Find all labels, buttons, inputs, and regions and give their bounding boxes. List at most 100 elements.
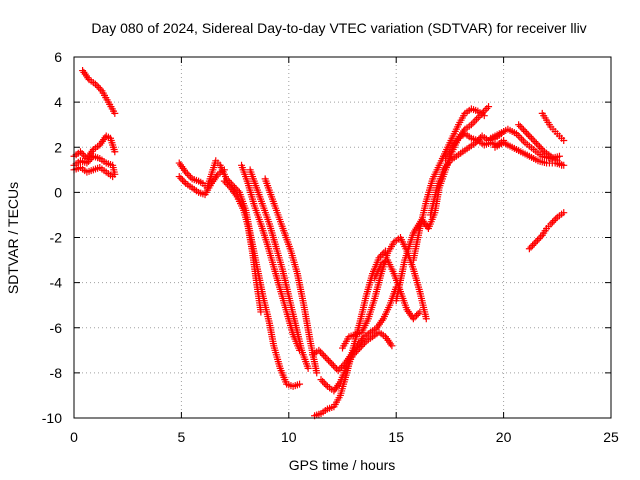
data-point — [91, 80, 99, 88]
y-tick-label: 0 — [54, 184, 62, 200]
data-point — [220, 177, 228, 185]
data-point-fill — [331, 363, 339, 371]
data-point — [109, 173, 117, 181]
data-point — [416, 308, 424, 316]
data-point — [315, 346, 323, 354]
data-point-fill — [529, 136, 537, 144]
data-point — [422, 315, 430, 323]
x-tick-label: 15 — [388, 429, 404, 445]
data-point — [328, 360, 336, 368]
axis-ticks: 0 5 10 15 20 25 -10 -8 -6 -4 -2 0 2 4 6 — [42, 49, 619, 445]
data-point-fill — [378, 250, 386, 258]
data-point-fill — [337, 363, 345, 371]
data-point-fill — [93, 82, 101, 90]
data-point-fill — [96, 85, 104, 93]
data-point-fill — [411, 313, 419, 321]
x-tick-label: 10 — [281, 429, 297, 445]
data-point — [528, 134, 536, 142]
data-point — [558, 161, 566, 169]
data-point-fill — [537, 233, 545, 241]
data-point-fill — [336, 365, 344, 373]
data-point-fill — [524, 131, 532, 139]
data-point-fill — [414, 310, 422, 318]
data-point-fill — [183, 170, 191, 178]
data-point-fill — [224, 180, 232, 188]
data-point-fill — [95, 83, 103, 91]
data-point-fill — [469, 119, 477, 127]
data-point-fill — [548, 218, 556, 226]
data-point-fill — [550, 217, 558, 225]
data-point-fill — [474, 113, 482, 121]
data-point-fill — [377, 252, 385, 260]
data-point-fill — [536, 143, 544, 151]
data-point-fill — [326, 358, 334, 366]
data-point — [257, 308, 265, 316]
data-point-fill — [471, 117, 479, 125]
data-point-fill — [352, 347, 360, 355]
data-point-fill — [516, 122, 524, 130]
data-point — [175, 173, 183, 181]
data-point-fill — [518, 135, 526, 143]
data-point-fill — [523, 129, 531, 137]
data-point-fill — [529, 241, 537, 249]
data-point — [317, 376, 325, 384]
y-tick-label: 4 — [54, 94, 62, 110]
data-point-fill — [222, 179, 230, 187]
y-tick-label: 6 — [54, 49, 62, 65]
data-point — [532, 238, 540, 246]
data-point — [313, 369, 321, 377]
data-point — [296, 380, 304, 388]
data-point-fill — [351, 349, 359, 357]
data-point-fill — [530, 240, 538, 248]
x-tick-label: 20 — [496, 429, 512, 445]
data-point-fill — [532, 139, 540, 147]
data-point — [521, 127, 529, 135]
data-point — [534, 141, 542, 149]
x-axis-label: GPS time / hours — [289, 457, 396, 473]
data-point-fill — [180, 178, 188, 186]
data-point-fill — [177, 174, 185, 182]
y-tick-label: 2 — [54, 139, 62, 155]
data-point — [76, 148, 84, 156]
data-point-fill — [357, 342, 365, 350]
data-point-fill — [354, 346, 362, 354]
y-tick-label: -6 — [50, 320, 63, 336]
y-tick-label: -8 — [50, 365, 63, 381]
data-point-fill — [78, 149, 86, 157]
data-point-fill — [320, 351, 328, 359]
data-point-fill — [322, 381, 330, 389]
data-point — [182, 168, 190, 176]
data-point-fill — [319, 377, 327, 385]
x-tick-label: 25 — [603, 429, 619, 445]
data-point — [560, 209, 568, 217]
data-point-fill — [361, 339, 369, 347]
y-tick-label: -10 — [42, 410, 62, 426]
chart-title: Day 080 of 2024, Sidereal Day-to-day VTE… — [91, 20, 586, 36]
data-point-fill — [552, 215, 560, 223]
data-point — [525, 245, 533, 253]
data-point-fill — [86, 156, 94, 164]
data-point — [349, 351, 357, 359]
data-point — [334, 367, 342, 375]
data-point-fill — [178, 176, 186, 184]
data-point-fill — [535, 235, 543, 243]
data-point-fill — [320, 379, 328, 387]
data-point — [485, 103, 493, 111]
data-point-fill — [316, 348, 324, 356]
data-point — [555, 152, 563, 160]
data-point-fill — [325, 356, 333, 364]
data-point-fill — [537, 144, 545, 152]
data-point-fill — [526, 133, 534, 141]
data-point — [547, 220, 555, 228]
data-point — [321, 353, 329, 361]
data-point-fill — [483, 104, 491, 112]
x-tick-label: 0 — [70, 429, 78, 445]
data-point — [480, 112, 488, 120]
data-point-fill — [516, 133, 524, 141]
data-point — [83, 159, 91, 167]
data-point-fill — [518, 124, 526, 132]
data-point-fill — [539, 146, 547, 154]
data-point-fill — [533, 236, 541, 244]
data-point-fill — [519, 126, 527, 134]
y-tick-label: -4 — [50, 275, 63, 291]
